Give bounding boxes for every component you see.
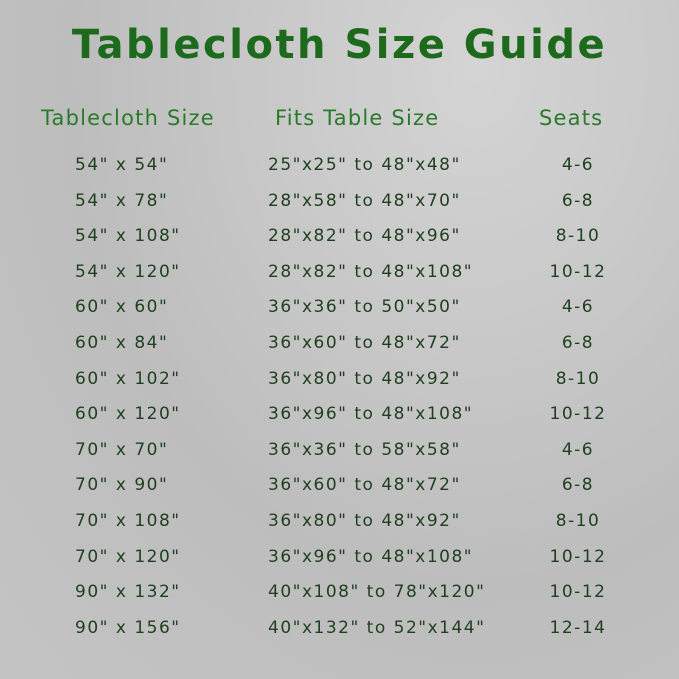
fits-table-size-cell: 36"x36" to 58"x58" — [268, 439, 461, 460]
seats-cell: 10-12 — [549, 546, 607, 567]
fits-table-size-cell: 40"x132" to 52"x144" — [268, 617, 486, 638]
seats-cell: 8-10 — [555, 226, 601, 247]
header-tablecloth-size: Tablecloth Size — [41, 106, 215, 130]
fits-table-size-cell: 36"x60" to 48"x72" — [268, 475, 461, 496]
seats-cell: 10-12 — [549, 261, 607, 282]
seats-cell: 4-6 — [561, 155, 595, 175]
tablecloth-size-cell: 90" x 132" — [75, 582, 181, 603]
table-row: 54" x 120" 28"x82" to 48"x108" 10-12 — [0, 262, 679, 292]
seats-cell: 6-8 — [561, 475, 595, 496]
header-seats: Seats — [539, 106, 604, 130]
tablecloth-size-cell: 60" x 60" — [75, 297, 169, 318]
fits-table-size-cell: 36"x80" to 48"x92" — [268, 368, 461, 389]
table-row: 70" x 120" 36"x96" to 48"x108" 10-12 — [0, 547, 679, 577]
table-row: 60" x 84" 36"x60" to 48"x72" 6-8 — [0, 333, 679, 363]
table-row: 60" x 102" 36"x80" to 48"x92" 8-10 — [0, 369, 679, 399]
tablecloth-size-cell: 70" x 90" — [75, 475, 169, 496]
seats-cell: 4-6 — [561, 439, 595, 460]
table-row: 90" x 156" 40"x132" to 52"x144" 12-14 — [0, 618, 679, 648]
page-title: Tablecloth Size Guide — [71, 22, 608, 68]
table-row: 60" x 60" 36"x36" to 50"x50" 4-6 — [0, 297, 679, 327]
tablecloth-size-cell: 60" x 120" — [75, 404, 181, 425]
table-row: 70" x 70" 36"x36" to 58"x58" 4-6 — [0, 440, 679, 470]
seats-cell: 6-8 — [561, 333, 595, 353]
table-row: 60" x 120" 36"x96" to 48"x108" 10-12 — [0, 404, 679, 434]
seats-cell: 8-10 — [555, 368, 601, 389]
fits-table-size-cell: 28"x58" to 48"x70" — [268, 190, 461, 211]
tablecloth-size-cell: 70" x 108" — [75, 511, 181, 531]
table-row: 54" x 108" 28"x82" to 48"x96" 8-10 — [0, 226, 679, 256]
fits-table-size-cell: 36"x96" to 48"x108" — [268, 404, 474, 425]
tablecloth-size-cell: 90" x 156" — [75, 617, 181, 638]
tablecloth-size-cell: 60" x 84" — [75, 333, 169, 353]
table-row: 70" x 90" 36"x60" to 48"x72" 6-8 — [0, 475, 679, 505]
tablecloth-size-cell: 54" x 120" — [75, 261, 181, 282]
fits-table-size-cell: 25"x25" to 48"x48" — [268, 155, 461, 175]
seats-cell: 10-12 — [549, 404, 607, 425]
tablecloth-size-cell: 54" x 108" — [75, 226, 181, 247]
tablecloth-size-cell: 60" x 102" — [75, 368, 181, 389]
fits-table-size-cell: 40"x108" to 78"x120" — [268, 582, 486, 603]
seats-cell: 6-8 — [561, 190, 595, 211]
tablecloth-size-cell: 54" x 54" — [75, 155, 169, 175]
seats-cell: 8-10 — [555, 511, 601, 531]
table-row: 90" x 132" 40"x108" to 78"x120" 10-12 — [0, 582, 679, 612]
seats-cell: 12-14 — [549, 617, 607, 638]
fits-table-size-cell: 28"x82" to 48"x108" — [268, 261, 474, 282]
fits-table-size-cell: 28"x82" to 48"x96" — [268, 226, 461, 247]
tablecloth-size-cell: 70" x 70" — [75, 439, 169, 460]
seats-cell: 10-12 — [549, 582, 607, 603]
tablecloth-size-cell: 70" x 120" — [75, 546, 181, 567]
table-row: 70" x 108" 36"x80" to 48"x92" 8-10 — [0, 511, 679, 541]
table-row: 54" x 54" 25"x25" to 48"x48" 4-6 — [0, 155, 679, 185]
tablecloth-size-cell: 54" x 78" — [75, 190, 169, 211]
table-row: 54" x 78" 28"x58" to 48"x70" 6-8 — [0, 191, 679, 221]
fits-table-size-cell: 36"x36" to 50"x50" — [268, 297, 461, 318]
header-fits-table-size: Fits Table Size — [275, 106, 440, 130]
fits-table-size-cell: 36"x80" to 48"x92" — [268, 511, 461, 531]
fits-table-size-cell: 36"x96" to 48"x108" — [268, 546, 474, 567]
seats-cell: 4-6 — [561, 297, 595, 318]
fits-table-size-cell: 36"x60" to 48"x72" — [268, 333, 461, 353]
